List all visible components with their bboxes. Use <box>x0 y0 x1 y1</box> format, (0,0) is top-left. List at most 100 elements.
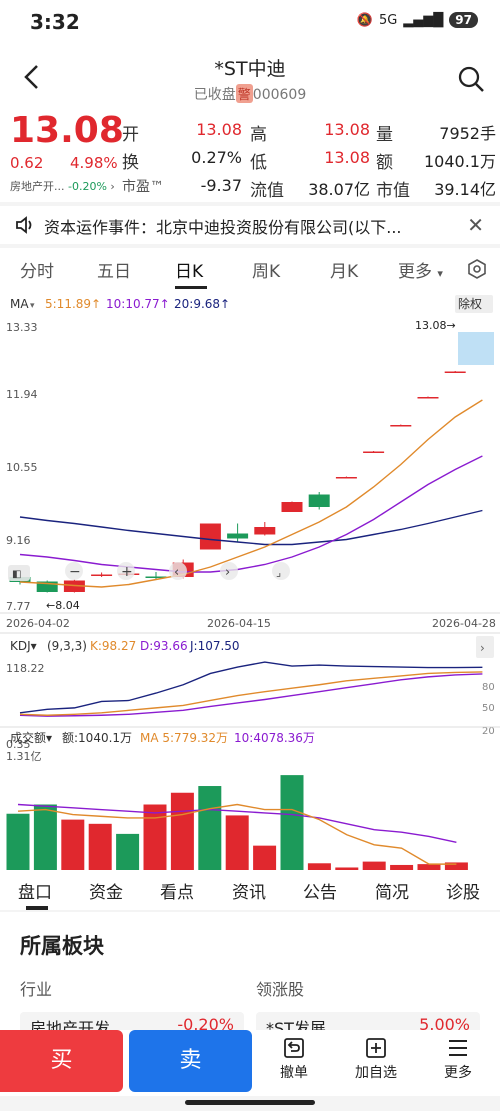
float-cap-value: 38.07亿 <box>308 180 370 199</box>
buy-button[interactable]: 买 <box>0 1030 123 1092</box>
sector-line[interactable]: 房地产开... -0.20% › <box>10 178 115 194</box>
search-icon[interactable] <box>456 64 486 94</box>
kdj-label[interactable]: KDJ▾ <box>10 639 37 653</box>
volume-bar <box>61 819 85 870</box>
adjust-button[interactable]: 除权 <box>458 296 482 311</box>
price-change-pct: 4.98% <box>70 154 118 172</box>
high-value: 13.08 <box>324 120 370 139</box>
date-label: 2026-04-15 <box>207 617 271 630</box>
kdj-switch-button[interactable] <box>476 636 494 658</box>
tab-funds[interactable]: 资金 <box>89 883 123 903</box>
minus-icon: − <box>69 564 81 580</box>
kdj-lines <box>19 661 483 717</box>
amount-value: 1040.1万 <box>424 152 496 171</box>
float-cap-label: 流值 <box>250 181 284 201</box>
tab-daily-k[interactable]: 日K <box>175 262 204 282</box>
low-price-label: ←8.04 <box>46 599 80 612</box>
tab-more-label: 更多 <box>398 262 432 282</box>
volume-ma5-line <box>17 803 457 865</box>
candle-body <box>417 397 439 399</box>
candle-body <box>281 502 303 512</box>
mute-icon: 🔕 <box>356 12 373 28</box>
chevron-left-icon: ‹ <box>174 565 179 580</box>
candle-body <box>227 533 249 539</box>
kdj-level: 80 <box>482 682 495 693</box>
industry-change: -0.20% <box>177 1015 234 1034</box>
battery-icon: 97 <box>449 12 478 28</box>
candle-body <box>308 494 330 507</box>
zoom-in-button[interactable] <box>117 562 135 580</box>
pe-label: 市盈™ <box>122 179 164 195</box>
volume-ma10-line <box>17 803 457 843</box>
candle-body <box>390 425 412 427</box>
add-watchlist-button[interactable]: 加自选 <box>346 1036 406 1082</box>
volume-bar <box>198 786 222 870</box>
cancel-order-button[interactable]: 撤单 <box>264 1036 324 1082</box>
detail-tab-underline <box>26 906 48 910</box>
event-banner[interactable]: 资本运作事件：北京中迪投资股份有限公司(以下... ✕ <box>0 206 500 244</box>
detail-tabs: 盘口 资金 看点 资讯 公告 简况 诊股 <box>0 870 500 910</box>
tab-announcements[interactable]: 公告 <box>303 883 337 903</box>
volume-ma-lines <box>17 803 457 865</box>
volume-bar <box>253 845 277 870</box>
candle-body <box>63 580 85 592</box>
event-text: 资本运作事件：北京中迪投资股份有限公司(以下... <box>44 218 402 237</box>
candle-body <box>91 574 113 576</box>
open-value: 13.08 <box>196 120 242 139</box>
more-button[interactable]: 更多 <box>428 1036 488 1082</box>
more-label: 更多 <box>444 1065 472 1081</box>
kline-chart[interactable]: MA ▾ 5:11.89↑ 10:10.77↑ 20:9.68↑ 除权 13.3… <box>0 290 500 870</box>
scroll-left-button[interactable] <box>169 562 187 580</box>
open-label: 开 <box>122 125 139 145</box>
caret-down-icon: ▾ <box>30 301 35 311</box>
close-icon[interactable]: ✕ <box>467 213 484 237</box>
undo-icon <box>284 1038 304 1058</box>
kdj-j-line <box>19 661 483 714</box>
network-label: 5G <box>378 12 398 28</box>
low-value: 13.08 <box>324 148 370 167</box>
tab-highlights[interactable]: 看点 <box>160 883 194 903</box>
tab-weekly-k[interactable]: 周K <box>252 262 281 282</box>
volume-bar <box>116 833 140 870</box>
volume-bars <box>6 775 468 870</box>
scroll-right-button[interactable] <box>220 562 238 580</box>
turnover-label: 换 <box>122 153 139 173</box>
kline-chart-area[interactable]: MA ▾ 5:11.89↑ 10:10.77↑ 20:9.68↑ 除权 13.3… <box>0 290 500 870</box>
sector-section: 所属板块 行业 领涨股 房地产开发 -0.20% *ST发展 5.00% <box>0 912 500 1042</box>
kdj-d-value: D:93.66 <box>140 639 188 653</box>
price-tick: 10.55 <box>6 461 38 474</box>
adjust-button-bg[interactable] <box>455 295 493 313</box>
market-cap-value: 39.14亿 <box>434 180 496 199</box>
sell-button[interactable]: 卖 <box>129 1030 252 1092</box>
kdj-level: 50 <box>482 703 495 714</box>
date-label: 2026-04-02 <box>6 617 70 630</box>
action-bar: 买 卖 撤单 加自选 更多 <box>0 1030 500 1096</box>
volume-bar <box>444 862 468 870</box>
tab-profile[interactable]: 简况 <box>375 883 409 903</box>
nav-bar: *ST中迪 已收盘警 000609 <box>0 44 500 110</box>
add-watchlist-label: 加自选 <box>355 1065 397 1081</box>
expand-button[interactable] <box>8 565 30 581</box>
tab-diagnosis[interactable]: 诊股 <box>446 883 480 903</box>
ma-legend-label[interactable]: MA <box>10 297 29 311</box>
tab-order-book[interactable]: 盘口 <box>18 883 52 903</box>
signal-icon: ▂▄▆█ <box>403 12 444 28</box>
candle-body <box>199 523 221 550</box>
high-label: 高 <box>250 125 267 145</box>
add-square-icon <box>366 1038 386 1058</box>
price-change: 0.62 <box>10 154 44 172</box>
volume-label[interactable]: 成交额▾ <box>10 730 52 745</box>
tab-more[interactable]: 更多 ▾ <box>398 257 443 282</box>
reset-button[interactable] <box>272 562 290 580</box>
tab-intraday[interactable]: 分时 <box>20 262 54 282</box>
tab-news[interactable]: 资讯 <box>232 883 266 903</box>
menu-icon <box>449 1040 467 1056</box>
price-tick: 9.16 <box>6 534 31 547</box>
tab-monthly-k[interactable]: 月K <box>330 262 359 282</box>
volume-bar <box>362 861 386 870</box>
volume-bar <box>417 864 441 870</box>
back-arrow-icon[interactable] <box>18 62 48 92</box>
tab-five-day[interactable]: 五日 <box>97 262 131 282</box>
zoom-out-button[interactable] <box>65 562 83 580</box>
settings-icon[interactable] <box>466 258 488 280</box>
